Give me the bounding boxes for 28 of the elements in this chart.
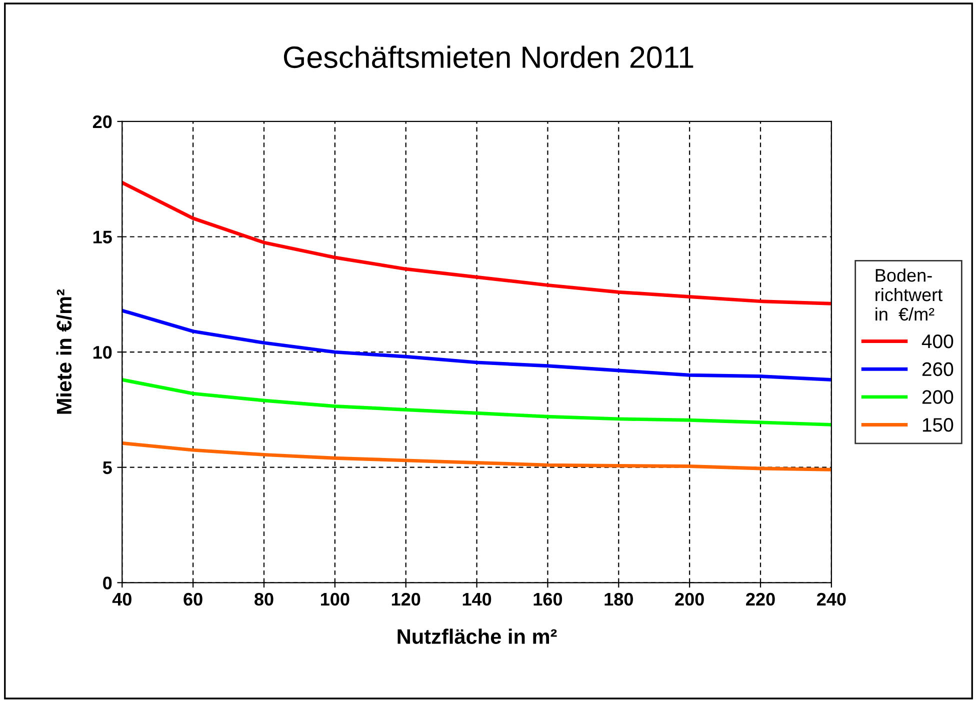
x-tick-label: 100 (320, 592, 350, 606)
chart-title: Geschäftsmieten Norden 2011 (284, 46, 694, 68)
legend-title: Boden- richtwert in €/m² (876, 268, 942, 321)
y-axis-title: Miete in €/m² (56, 289, 72, 414)
x-tick-label: 200 (675, 592, 704, 606)
x-tick-label: 80 (254, 592, 274, 606)
y-tick-label: 15 (93, 230, 112, 244)
x-tick-label: 60 (184, 592, 202, 606)
x-tick-label: 180 (604, 592, 633, 606)
x-tick-label: 40 (112, 592, 132, 606)
legend-label: 200 (922, 390, 954, 404)
line-series (122, 180, 832, 306)
x-tick-label: 160 (534, 592, 562, 606)
x-tick-label: 140 (462, 592, 492, 606)
y-tick-label: 20 (92, 115, 112, 128)
legend-label: 150 (922, 418, 954, 432)
x-axis-title: Nutzfläche in m² (398, 628, 557, 644)
y-tick-label: 5 (102, 461, 112, 474)
x-tick-label: 120 (392, 592, 420, 606)
legend-label: 260 (922, 362, 954, 376)
x-tick-label: 220 (746, 592, 775, 606)
y-tick-label: 0 (103, 576, 112, 590)
line-series (122, 308, 832, 382)
legend-label: 400 (922, 334, 954, 348)
line-series (122, 441, 832, 472)
x-tick-label: 240 (816, 592, 846, 606)
y-tick-label: 10 (93, 346, 112, 359)
line-series (122, 378, 832, 426)
